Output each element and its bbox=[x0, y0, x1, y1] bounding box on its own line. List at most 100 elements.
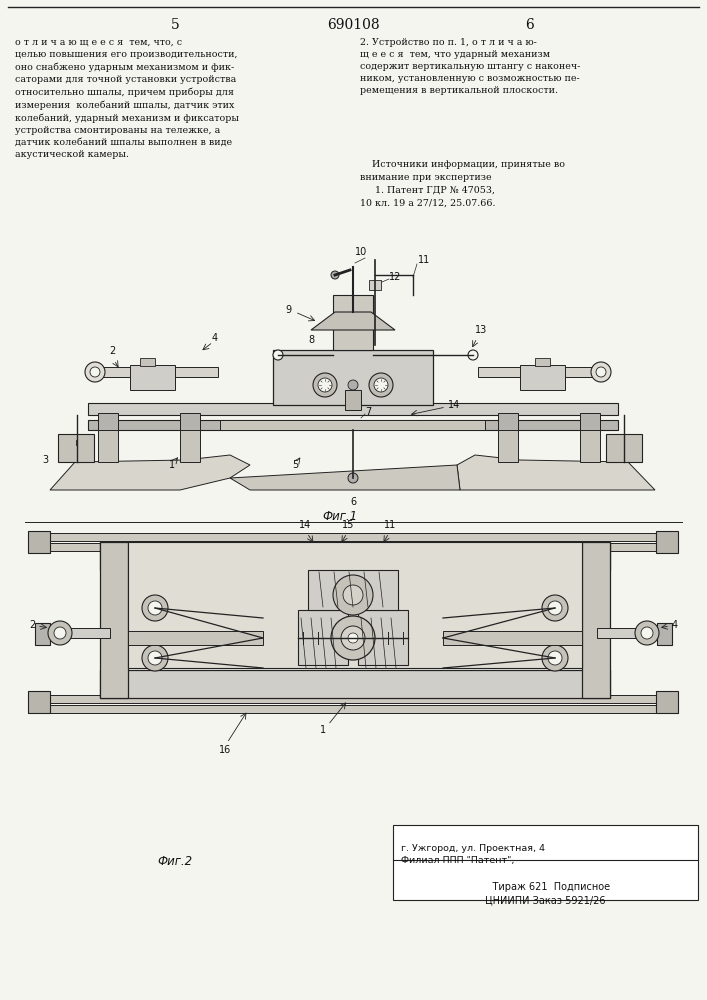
Bar bbox=[333, 295, 373, 350]
Circle shape bbox=[142, 645, 168, 671]
Text: 13: 13 bbox=[475, 325, 487, 335]
Text: 14: 14 bbox=[299, 520, 311, 530]
Bar bbox=[28, 695, 678, 703]
Bar bbox=[28, 543, 678, 551]
Circle shape bbox=[85, 362, 105, 382]
Circle shape bbox=[148, 601, 162, 615]
Text: 4: 4 bbox=[672, 620, 678, 630]
Polygon shape bbox=[230, 465, 460, 490]
Text: 6: 6 bbox=[525, 18, 534, 32]
Text: 5: 5 bbox=[292, 460, 298, 470]
Circle shape bbox=[313, 373, 337, 397]
Text: 4: 4 bbox=[212, 333, 218, 343]
Bar bbox=[98, 415, 118, 462]
Circle shape bbox=[148, 651, 162, 665]
Bar bbox=[535, 358, 550, 366]
Bar bbox=[28, 691, 50, 713]
Bar bbox=[345, 390, 361, 410]
Text: 690108: 690108 bbox=[327, 18, 380, 32]
Bar bbox=[100, 670, 610, 698]
Bar bbox=[656, 531, 678, 553]
Bar bbox=[140, 358, 155, 366]
Circle shape bbox=[48, 621, 72, 645]
Bar bbox=[128, 631, 263, 645]
Bar bbox=[88, 403, 618, 415]
Bar bbox=[358, 610, 408, 665]
Bar bbox=[478, 367, 608, 377]
Bar bbox=[28, 705, 678, 713]
Circle shape bbox=[343, 585, 363, 605]
Circle shape bbox=[548, 651, 562, 665]
Bar bbox=[128, 542, 582, 668]
Bar bbox=[88, 367, 218, 377]
Text: 9: 9 bbox=[285, 305, 291, 315]
Circle shape bbox=[318, 378, 332, 392]
Text: 1: 1 bbox=[320, 725, 326, 735]
Circle shape bbox=[369, 373, 393, 397]
Bar bbox=[308, 570, 398, 610]
Bar bbox=[273, 350, 433, 405]
Text: Фиг.1: Фиг.1 bbox=[322, 510, 358, 523]
Bar bbox=[88, 420, 618, 430]
Text: 2: 2 bbox=[109, 346, 115, 356]
Bar bbox=[393, 825, 698, 900]
Circle shape bbox=[348, 380, 358, 390]
Text: 2. Устройство по п. 1, о т л и ч а ю-: 2. Устройство по п. 1, о т л и ч а ю- bbox=[360, 38, 537, 47]
Circle shape bbox=[635, 621, 659, 645]
Text: 11: 11 bbox=[418, 255, 431, 265]
Text: Тираж 621  Подписное: Тираж 621 Подписное bbox=[481, 882, 611, 892]
Circle shape bbox=[591, 362, 611, 382]
Bar bbox=[130, 365, 175, 390]
Circle shape bbox=[54, 627, 66, 639]
Bar bbox=[50, 628, 110, 638]
Bar bbox=[28, 533, 678, 541]
Circle shape bbox=[468, 350, 478, 360]
Text: 16: 16 bbox=[219, 745, 231, 755]
Bar bbox=[580, 413, 600, 430]
Bar bbox=[606, 434, 642, 462]
Circle shape bbox=[542, 595, 568, 621]
Text: 6: 6 bbox=[350, 497, 356, 507]
Bar bbox=[443, 631, 582, 645]
Text: 5: 5 bbox=[170, 18, 180, 32]
Bar bbox=[580, 415, 600, 462]
Bar bbox=[582, 542, 610, 698]
Text: 8: 8 bbox=[308, 335, 314, 345]
Bar bbox=[369, 280, 381, 290]
Circle shape bbox=[90, 367, 100, 377]
Text: Источники информации, принятые во
внимание при экспертизе
     1. Патент ГДР № 4: Источники информации, принятые во вниман… bbox=[360, 160, 565, 208]
Polygon shape bbox=[311, 312, 395, 330]
Bar bbox=[597, 628, 657, 638]
Bar bbox=[657, 623, 672, 645]
Bar bbox=[28, 531, 50, 553]
Bar bbox=[220, 420, 485, 430]
Polygon shape bbox=[50, 455, 250, 490]
Circle shape bbox=[348, 473, 358, 483]
Text: 14: 14 bbox=[448, 400, 460, 410]
Text: Филиал ППП "Патент",: Филиал ППП "Патент", bbox=[401, 856, 515, 865]
Circle shape bbox=[374, 378, 388, 392]
Circle shape bbox=[348, 633, 358, 643]
Bar bbox=[298, 610, 348, 665]
Bar bbox=[520, 365, 565, 390]
Bar bbox=[498, 415, 518, 462]
Bar bbox=[180, 415, 200, 462]
Bar bbox=[35, 623, 50, 645]
Circle shape bbox=[333, 575, 373, 615]
Text: г. Ужгород, ул. Проектная, 4: г. Ужгород, ул. Проектная, 4 bbox=[401, 844, 545, 853]
Circle shape bbox=[331, 616, 375, 660]
Text: 10: 10 bbox=[355, 247, 367, 257]
Text: 1: 1 bbox=[169, 460, 175, 470]
Circle shape bbox=[641, 627, 653, 639]
Circle shape bbox=[142, 595, 168, 621]
Bar bbox=[498, 413, 518, 430]
Polygon shape bbox=[457, 455, 655, 490]
Bar bbox=[656, 691, 678, 713]
Text: 2: 2 bbox=[29, 620, 35, 630]
Text: 15: 15 bbox=[341, 520, 354, 530]
Bar bbox=[180, 413, 200, 430]
Bar bbox=[100, 542, 610, 570]
Bar bbox=[98, 413, 118, 430]
Circle shape bbox=[273, 350, 283, 360]
Circle shape bbox=[596, 367, 606, 377]
